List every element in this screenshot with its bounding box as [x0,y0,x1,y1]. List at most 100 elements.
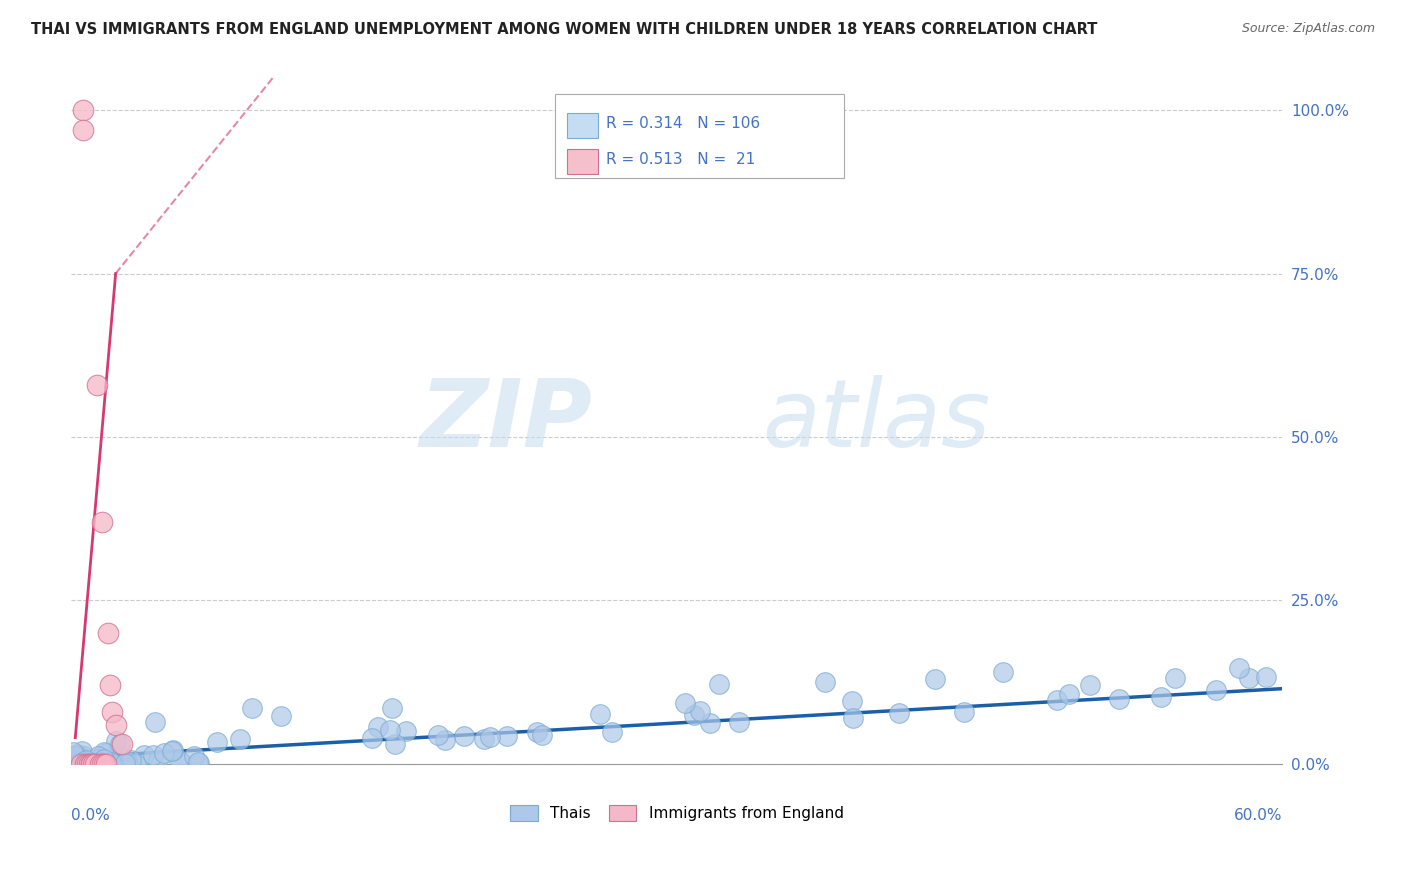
Point [82,755,104,769]
Text: Source: ZipAtlas.com: Source: ZipAtlas.com [1241,22,1375,36]
Point [1164,671,1187,685]
Point [100,756,122,770]
Point [160,744,183,758]
Point [115,755,138,769]
Legend: Thais, Immigrants from England: Thais, Immigrants from England [510,805,844,822]
Point [367,721,389,735]
Point [82,756,104,771]
Point [108,737,131,751]
Point [82,756,104,771]
Point [153,746,176,760]
Point [1059,687,1081,701]
Point [395,724,418,739]
Text: ZIP: ZIP [419,375,592,467]
Point [93,746,115,760]
Point [134,748,156,763]
Point [187,755,209,769]
Point [67,750,90,764]
Point [70,744,93,758]
Point [887,706,910,720]
Point [62,745,84,759]
Text: THAI VS IMMIGRANTS FROM ENGLAND UNEMPLOYMENT AMONG WOMEN WITH CHILDREN UNDER 18 : THAI VS IMMIGRANTS FROM ENGLAND UNEMPLOY… [31,22,1097,37]
Point [814,675,837,690]
Point [1046,693,1069,707]
Point [728,714,751,729]
Point [75,753,97,767]
Point [384,737,406,751]
Point [1108,691,1130,706]
Point [496,729,519,743]
Point [89,756,111,770]
Point [62,749,84,764]
Point [120,753,142,767]
Point [707,677,730,691]
Point [270,709,292,723]
Point [378,723,401,737]
Point [108,747,131,762]
Point [187,756,209,770]
Point [434,733,457,747]
Point [148,753,170,767]
Point [472,732,495,747]
Point [67,750,90,764]
Point [97,626,120,640]
Point [142,748,165,763]
Point [76,756,98,771]
Point [80,756,103,771]
Point [67,756,90,771]
Text: 60.0%: 60.0% [1234,808,1282,823]
Point [67,750,90,764]
Point [63,748,86,763]
Point [94,747,117,761]
Point [682,708,704,723]
Point [104,734,127,748]
Point [125,756,148,771]
Point [80,755,103,769]
Point [229,732,252,747]
Point [75,756,97,771]
Point [526,724,548,739]
Point [72,122,94,136]
Point [360,731,382,746]
Text: atlas: atlas [762,376,990,467]
Text: R = 0.314   N = 106: R = 0.314 N = 106 [606,116,761,131]
Point [453,730,475,744]
Point [67,756,90,770]
Point [66,752,89,766]
Point [94,756,117,771]
Point [94,756,117,771]
Point [699,716,721,731]
Point [93,755,115,769]
Point [93,751,115,765]
Point [589,706,612,721]
Point [73,756,96,771]
Point [66,755,89,769]
Point [77,754,100,768]
Point [73,754,96,768]
Point [84,756,107,771]
Point [80,756,103,771]
Point [183,749,205,764]
Point [162,743,184,757]
Point [62,754,84,768]
Point [1078,678,1101,692]
Point [531,728,554,742]
Point [841,693,863,707]
Point [143,714,166,729]
Point [207,735,229,749]
Point [66,753,89,767]
Point [100,705,122,719]
Point [426,728,449,742]
Point [62,756,84,770]
Point [73,749,96,764]
Point [70,756,93,771]
Point [924,672,946,686]
Point [63,754,86,768]
Point [842,711,865,725]
Point [86,377,108,392]
Point [114,756,136,770]
Point [84,751,107,765]
Point [104,717,127,731]
Point [79,756,101,771]
Point [169,752,191,766]
